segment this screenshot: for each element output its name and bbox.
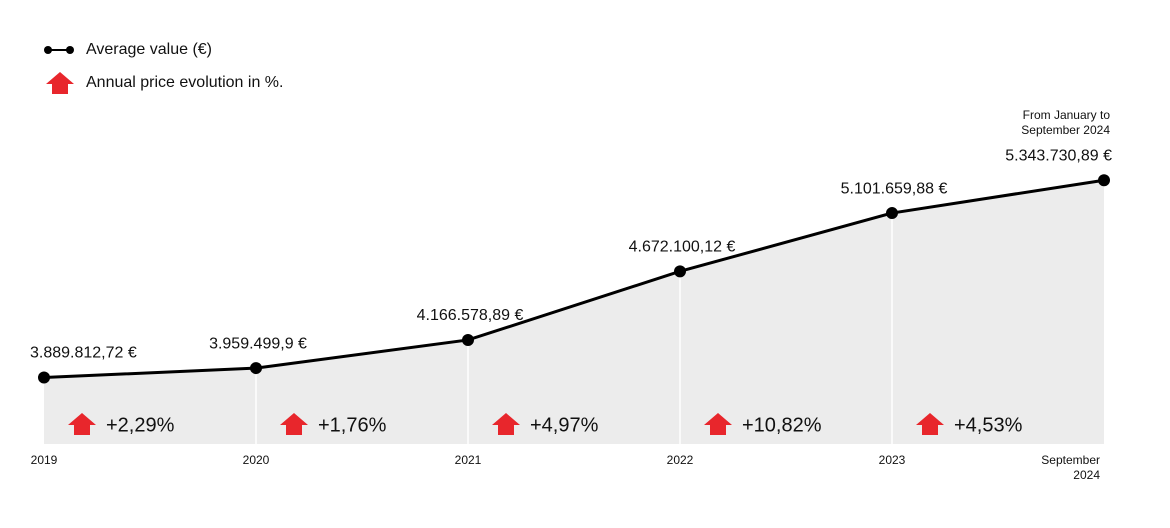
evolution-arrow	[68, 413, 96, 435]
x-tick-label: 2021	[454, 453, 482, 467]
line	[43, 178, 1105, 380]
point	[674, 265, 686, 278]
evolution-arrow	[492, 413, 520, 435]
legend-dot	[44, 46, 52, 54]
evolution-arrow	[280, 413, 308, 435]
legend-arrow-icon	[46, 72, 74, 94]
note: From January to September 2024	[1021, 108, 1110, 137]
x-tick-label: September 2024	[1041, 453, 1100, 482]
value-label: 4.672.100,12 €	[629, 239, 736, 256]
point	[886, 207, 898, 220]
legend-label: Average value (€)	[86, 41, 212, 58]
point	[462, 333, 474, 346]
x-tick-label: 2020	[242, 453, 270, 467]
value-label: 3.889.812,72 €	[30, 345, 137, 362]
evolution-label: +4,97%	[530, 414, 599, 436]
evolution-label: +10,82%	[742, 414, 822, 436]
x-tick-label: 2019	[30, 453, 58, 467]
value-label: 5.343.730,89 €	[1005, 147, 1112, 164]
value-label: 4.166.578,89 €	[417, 307, 524, 324]
legend-dot	[66, 46, 74, 54]
evolution-label: +1,76%	[318, 414, 387, 436]
value-label: 5.101.659,88 €	[841, 180, 948, 197]
x-tick-label: 2023	[878, 453, 906, 467]
point	[1098, 174, 1110, 187]
x-tick-label: 2022	[666, 453, 694, 467]
evolution-arrow	[916, 413, 944, 435]
point	[38, 371, 50, 384]
area	[44, 180, 1104, 444]
legend-label: Annual price evolution in %.	[86, 74, 283, 91]
evolution-arrow	[704, 413, 732, 435]
evolution-label: +4,53%	[954, 414, 1023, 436]
value-label: 3.959.499,9 €	[209, 335, 307, 352]
evolution-label: +2,29%	[106, 414, 175, 436]
point	[250, 362, 262, 375]
